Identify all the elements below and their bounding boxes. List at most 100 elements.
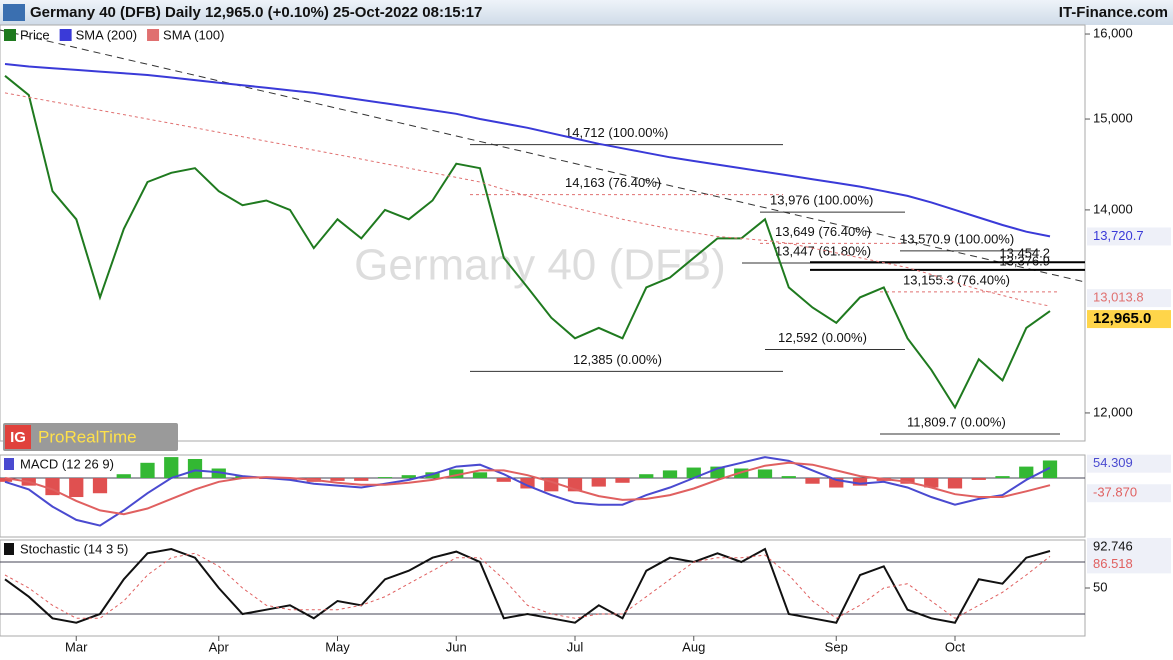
histogram-bar bbox=[496, 478, 511, 482]
y-tick-label: 15,000 bbox=[1093, 110, 1133, 125]
last-value-bg bbox=[1087, 537, 1171, 556]
histogram-bar bbox=[662, 470, 678, 479]
histogram-bar bbox=[472, 472, 488, 479]
last-value-bg bbox=[1087, 227, 1171, 246]
last-value-label: 86.518 bbox=[1093, 556, 1133, 571]
last-value-label: 13,013.8 bbox=[1093, 290, 1144, 305]
x-tick-label: Aug bbox=[682, 639, 705, 654]
histogram-bar bbox=[1019, 466, 1034, 479]
legend-box bbox=[4, 458, 14, 470]
price-panel bbox=[0, 24, 1086, 442]
histogram-bar bbox=[164, 457, 179, 479]
series-line bbox=[4, 461, 1051, 516]
header-source: IT-Finance.com bbox=[1059, 4, 1168, 21]
last-value-bg bbox=[1087, 484, 1171, 503]
histogram-bar bbox=[449, 469, 464, 479]
trend-line bbox=[0, 29, 1086, 283]
histogram-bar bbox=[924, 478, 939, 488]
fib-label: 14,163 (76.40%) bbox=[565, 175, 661, 190]
badge-logo-bg bbox=[5, 425, 31, 449]
last-value-bg bbox=[1087, 289, 1171, 308]
series-line bbox=[4, 547, 1051, 624]
histogram-bar bbox=[1042, 460, 1058, 479]
histogram-bar bbox=[852, 478, 868, 486]
y-tick-label: 14,000 bbox=[1093, 201, 1133, 216]
series-line bbox=[4, 63, 1051, 238]
x-tick-label: Mar bbox=[65, 639, 88, 654]
last-value-bg bbox=[1087, 454, 1171, 473]
histogram-bar bbox=[591, 478, 606, 487]
histogram-bar bbox=[140, 462, 155, 479]
histogram-bar bbox=[639, 474, 654, 479]
badge-bg bbox=[3, 423, 178, 451]
histogram-bar bbox=[757, 469, 773, 479]
fib-label: 13,447 (61.80%) bbox=[775, 243, 871, 258]
last-value-label: 54.309 bbox=[1093, 455, 1133, 470]
fib-label: 13,570.9 (100.00%) bbox=[900, 231, 1014, 246]
histogram-bar bbox=[947, 478, 963, 489]
x-tick-label: Jun bbox=[446, 639, 467, 654]
x-tick-label: Oct bbox=[945, 639, 966, 654]
last-value-label: -37.870 bbox=[1093, 485, 1137, 500]
last-value-label: 13,720.7 bbox=[1093, 228, 1144, 243]
histogram-bar bbox=[69, 478, 84, 498]
histogram-bar bbox=[330, 478, 345, 481]
histogram-bar bbox=[805, 478, 820, 484]
badge-logo: IG bbox=[10, 429, 26, 446]
histogram-bar bbox=[781, 476, 796, 479]
histogram-bar bbox=[354, 478, 369, 481]
legend-swatch bbox=[59, 29, 72, 41]
histogram-bar bbox=[116, 474, 131, 479]
histogram-bar bbox=[710, 466, 725, 479]
histogram-bar bbox=[92, 478, 108, 494]
histogram-bar bbox=[0, 478, 13, 482]
legend-label: SMA (100) bbox=[163, 27, 224, 42]
demo-icon bbox=[3, 4, 25, 21]
fib-label: 13,155.3 (76.40%) bbox=[903, 272, 1010, 287]
fib-label: 12,592 (0.00%) bbox=[778, 330, 867, 345]
header-bar bbox=[0, 0, 1173, 25]
badge-text: ProRealTime bbox=[38, 427, 137, 446]
series-line bbox=[4, 552, 1051, 619]
last-value-bg bbox=[1087, 555, 1171, 574]
x-tick-label: May bbox=[325, 639, 350, 654]
fib-label: 13,976 (100.00%) bbox=[770, 193, 873, 208]
fib-label: 12,385 (0.00%) bbox=[573, 352, 662, 367]
series-line bbox=[4, 456, 1051, 527]
histogram-bar bbox=[401, 475, 416, 479]
legend-box bbox=[4, 543, 14, 555]
histogram-bar bbox=[377, 477, 393, 479]
y-tick-label: 50 bbox=[1093, 579, 1107, 594]
fib-label: 11,809.7 (0.00%) bbox=[907, 414, 1006, 429]
histogram-bar bbox=[520, 478, 535, 489]
panel-title: Stochastic (14 3 5) bbox=[20, 541, 128, 556]
histogram-bar bbox=[615, 478, 630, 483]
histogram-bar bbox=[829, 478, 844, 488]
fib-label: 13,454.2 bbox=[999, 246, 1050, 261]
x-tick-label: Apr bbox=[209, 639, 230, 654]
y-tick-label: 12,000 bbox=[1093, 404, 1133, 419]
legend-swatch bbox=[4, 29, 16, 41]
x-tick-label: Jul bbox=[567, 639, 584, 654]
y-tick-label: 16,000 bbox=[1093, 25, 1133, 40]
watermark: Germany 40 (DFB) bbox=[354, 241, 726, 290]
legend-swatch bbox=[147, 29, 160, 41]
macd-panel bbox=[0, 454, 1086, 538]
last-value-label: 12,965.0 bbox=[1093, 310, 1151, 327]
last-value-label: 92.746 bbox=[1093, 538, 1133, 553]
stoch-panel bbox=[0, 539, 1086, 637]
fib-label: 13,376.9 bbox=[999, 253, 1050, 268]
last-value-bg bbox=[1087, 310, 1171, 329]
series-line bbox=[4, 75, 1051, 410]
histogram-bar bbox=[971, 478, 986, 480]
legend-label: SMA (200) bbox=[76, 27, 137, 42]
histogram-bar bbox=[995, 476, 1010, 479]
histogram-bar bbox=[187, 458, 203, 479]
histogram-bar bbox=[686, 467, 701, 479]
panel-title: MACD (12 26 9) bbox=[20, 456, 114, 471]
x-tick-label: Sep bbox=[825, 639, 848, 654]
header-title: Germany 40 (DFB) Daily 12,965.0 (+0.10%)… bbox=[30, 4, 482, 21]
legend-label: Price bbox=[20, 27, 50, 42]
fib-label: 14,712 (100.00%) bbox=[565, 125, 668, 140]
